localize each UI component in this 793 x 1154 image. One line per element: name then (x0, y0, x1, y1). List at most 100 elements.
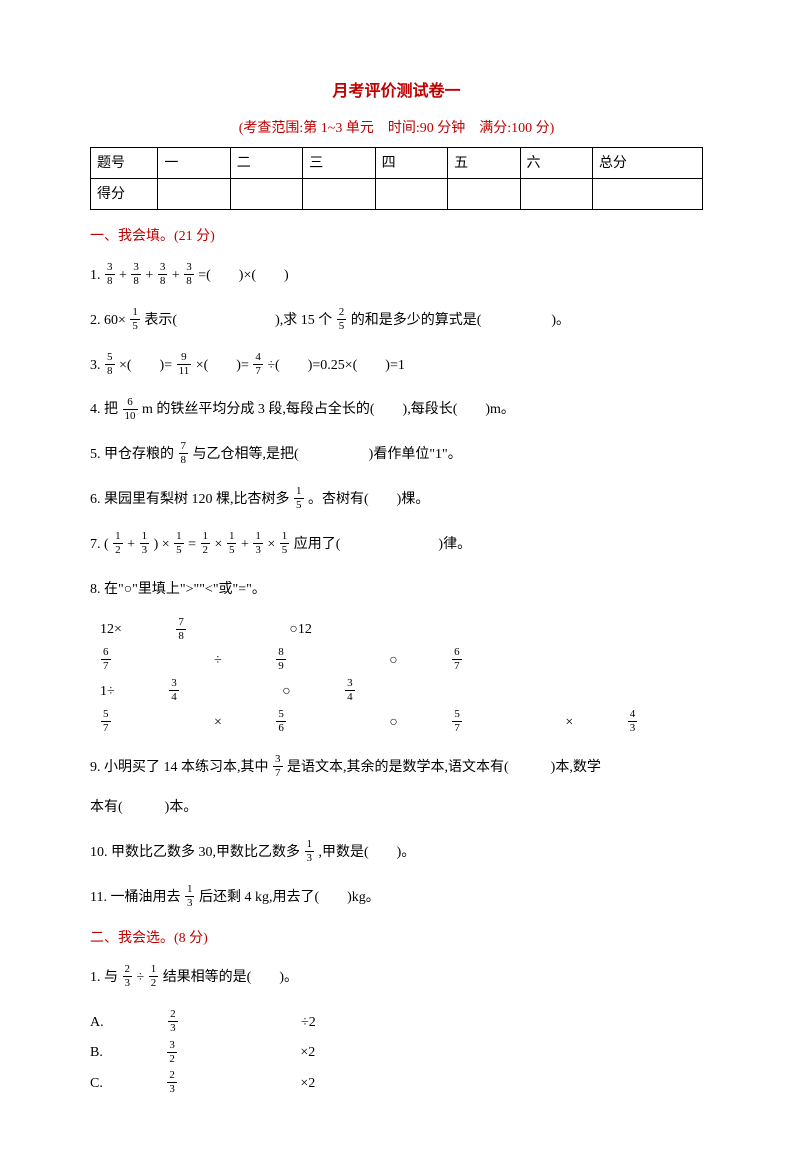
den: 3 (253, 544, 263, 556)
fraction: 47 (253, 352, 263, 377)
page-subtitle: (考查范围:第 1~3 单元 时间:90 分钟 满分:100 分) (90, 118, 703, 139)
num: 3 (105, 262, 115, 275)
num: 3 (345, 678, 355, 691)
num: 1 (174, 531, 184, 544)
option-c: C. 23 ×2 (90, 1069, 375, 1100)
num: 3 (169, 678, 179, 691)
cell: 四 (375, 148, 447, 179)
cell: 题号 (91, 148, 158, 179)
text: + (172, 268, 180, 283)
text: 4. 把 (90, 402, 118, 417)
num: 3 (273, 754, 283, 767)
den: 3 (168, 1022, 178, 1034)
den: 8 (105, 275, 115, 287)
text: 的和是多少的算式是( )。 (351, 313, 570, 328)
num: 5 (105, 352, 115, 365)
den: 5 (280, 544, 290, 556)
text: ,甲数是( )。 (319, 845, 416, 860)
text: 1. 与 (90, 970, 118, 985)
text: 11. 一桶油用去 (90, 890, 180, 905)
text: ÷ (137, 970, 145, 985)
den: 2 (201, 544, 211, 556)
compare-item: 12× 78 ○12 (100, 615, 362, 646)
text: 12× (100, 615, 122, 646)
fraction: 13 (140, 531, 150, 556)
num: 5 (101, 709, 111, 722)
text: 1. (90, 268, 101, 283)
question-2: 2. 60× 15 表示( ),求 15 个 25 的和是多少的算式是( )。 (90, 306, 703, 337)
den: 3 (167, 1083, 177, 1095)
option-b: B. 32 ×2 (90, 1038, 375, 1069)
cell (303, 179, 375, 210)
fraction: 67 (101, 647, 161, 672)
text: + (145, 268, 153, 283)
text: 与乙仓相等,是把( )看作单位"1"。 (193, 447, 462, 462)
num: 3 (131, 262, 141, 275)
num: 7 (176, 617, 186, 630)
text: =( )×( ) (198, 268, 288, 283)
num: 1 (130, 307, 140, 320)
fraction: 78 (176, 617, 236, 642)
text: ○ (389, 708, 397, 739)
den: 3 (123, 977, 133, 989)
cell: 三 (303, 148, 375, 179)
option-a: A. 23 ÷2 (90, 1008, 376, 1039)
num: 1 (149, 964, 159, 977)
cell (448, 179, 520, 210)
text: 1÷ (100, 677, 115, 708)
den: 5 (337, 320, 347, 332)
question-10: 10. 甲数比乙数多 30,甲数比乙数多 13 ,甲数是( )。 (90, 838, 703, 869)
fraction: 12 (201, 531, 211, 556)
text: m 的铁丝平均分成 3 段,每段占全长的( ),每段长( )m。 (142, 402, 515, 417)
den: 7 (452, 660, 462, 672)
cell (230, 179, 302, 210)
den: 8 (184, 275, 194, 287)
text: + (127, 537, 138, 552)
den: 7 (273, 767, 283, 779)
cell (375, 179, 447, 210)
page-title: 月考评价测试卷一 (90, 80, 703, 104)
den: 7 (101, 722, 111, 734)
den: 8 (179, 454, 189, 466)
text: 。杏树有( )棵。 (308, 492, 429, 507)
fraction: 57 (101, 709, 161, 734)
den: 2 (149, 977, 159, 989)
fraction: 38 (158, 262, 168, 287)
num: 1 (305, 839, 315, 852)
question-6: 6. 果园里有梨树 120 棵,比杏树多 15 。杏树有( )棵。 (90, 485, 703, 516)
num: 2 (123, 964, 133, 977)
den: 8 (158, 275, 168, 287)
section-heading-1: 一、我会填。(21 分) (90, 226, 703, 247)
score-table: 题号 一 二 三 四 五 六 总分 得分 (90, 147, 703, 210)
fraction: 38 (131, 262, 141, 287)
text: B. (90, 1038, 103, 1069)
text: + (241, 537, 252, 552)
num: 4 (628, 709, 638, 722)
den: 4 (345, 691, 355, 703)
question-7: 7. ( 12 + 13 ) × 15 = 12 × 15 + 13 × 15 … (90, 530, 703, 561)
fraction: 89 (276, 647, 336, 672)
num: 5 (276, 709, 286, 722)
num: 3 (158, 262, 168, 275)
fraction: 37 (273, 754, 283, 779)
text: 10. 甲数比乙数多 30,甲数比乙数多 (90, 845, 300, 860)
compare-item: 67 ÷ 89 ○ 67 (100, 646, 562, 677)
fraction: 15 (294, 486, 304, 511)
text: 9. 小明买了 14 本练习本,其中 (90, 760, 269, 775)
fraction: 15 (227, 531, 237, 556)
text: × (214, 708, 222, 739)
den: 11 (177, 365, 192, 377)
text: ○ (282, 677, 290, 708)
den: 7 (452, 722, 462, 734)
question-5: 5. 甲仓存粮的 78 与乙仓相等,是把( )看作单位"1"。 (90, 440, 703, 471)
cell: 总分 (592, 148, 702, 179)
num: 9 (177, 352, 192, 365)
num: 2 (337, 307, 347, 320)
text: 7. ( (90, 537, 109, 552)
text: A. (90, 1008, 104, 1039)
fraction: 12 (149, 964, 159, 989)
num: 2 (168, 1009, 178, 1022)
fraction: 13 (185, 884, 195, 909)
fraction: 13 (305, 839, 315, 864)
cell: 五 (448, 148, 520, 179)
